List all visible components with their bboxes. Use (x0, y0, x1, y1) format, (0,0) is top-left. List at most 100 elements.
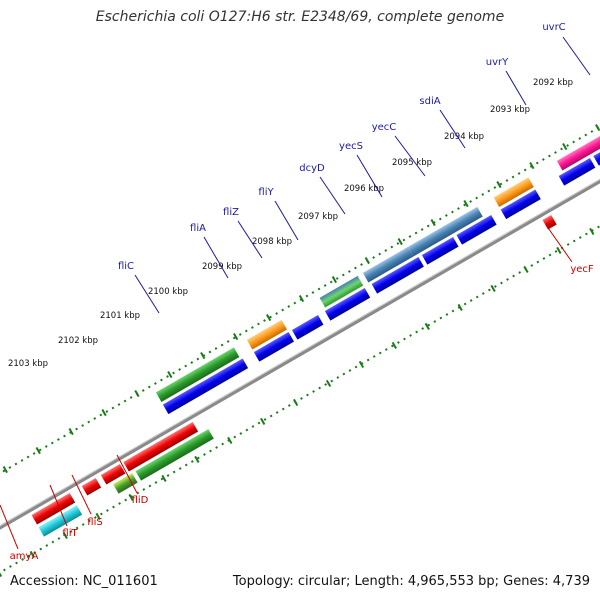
tick-dot (136, 491, 140, 495)
tick-dot (251, 326, 254, 329)
gene-box-amyA-cyan[interactable] (38, 505, 83, 537)
tick-dot (281, 407, 285, 411)
tick-dot (323, 284, 327, 287)
cds-box[interactable] (371, 257, 424, 294)
cds-box[interactable] (558, 158, 596, 186)
major-tick (0, 569, 3, 577)
tick-dot (117, 403, 121, 406)
tick-dot (57, 537, 61, 540)
gene-label-yecC[interactable]: yecC (372, 122, 397, 133)
tick-dot (15, 561, 18, 565)
gene-box-yecF[interactable] (542, 215, 557, 230)
tick-dot (384, 249, 388, 252)
tick-dot (226, 340, 230, 343)
major-tick (589, 227, 595, 235)
cds-box[interactable] (500, 189, 541, 220)
tick-dot (257, 322, 260, 326)
tick-dot (75, 526, 79, 530)
tick-dot (93, 516, 97, 519)
gene-box-yecS[interactable] (407, 206, 483, 257)
tick-dot (409, 334, 412, 337)
tick-dot (372, 256, 375, 259)
tick-dot (597, 225, 600, 229)
tick-dot (166, 474, 170, 477)
leader-line (49, 484, 68, 527)
tick-dot (530, 264, 534, 267)
tick-dot (439, 316, 443, 320)
tick-dot (50, 441, 54, 445)
cds-box[interactable] (421, 237, 459, 265)
tick-label: 2100 kbp (148, 287, 188, 297)
tick-dot (329, 280, 333, 284)
gene-box-amyA[interactable] (31, 493, 76, 525)
gene-label-fliZ[interactable]: fliZ (223, 207, 239, 218)
gene-label-amyA[interactable]: amyA (10, 551, 39, 562)
cds-box[interactable] (162, 358, 249, 415)
tick-dot (81, 523, 85, 526)
major-tick (265, 314, 272, 322)
cds-box[interactable] (291, 315, 324, 340)
outer-tick-ring (2, 124, 600, 474)
tick-dot (475, 196, 479, 200)
tick-dot (32, 452, 36, 455)
gene-label-fliC[interactable]: fliC (118, 261, 134, 272)
gene-box-fliY[interactable] (319, 275, 364, 308)
gene-label-uvrC[interactable]: uvrC (542, 22, 565, 33)
gene-label-fliS[interactable]: fliS (87, 517, 102, 528)
leader-line (439, 109, 466, 149)
cds-box[interactable] (253, 332, 294, 362)
gene-label-uvrY[interactable]: uvrY (486, 57, 509, 68)
leader-line (545, 224, 573, 263)
major-tick (200, 352, 206, 360)
tick-dot (451, 210, 454, 214)
tick-label: 2098 kbp (252, 237, 292, 247)
gene-box-fliC[interactable] (155, 347, 240, 402)
tick-dot (469, 200, 472, 203)
gene-box-fliT[interactable] (81, 478, 102, 496)
cds-box[interactable] (324, 288, 371, 321)
leader-line (274, 200, 299, 241)
gene-label-dcyD[interactable]: dcyD (299, 163, 325, 174)
tick-dot (269, 315, 272, 319)
tick-dot (548, 154, 551, 158)
gene-box-fliA[interactable] (246, 319, 287, 350)
gene-label-fliA[interactable]: fliA (190, 223, 206, 234)
major-tick (397, 238, 403, 246)
gene-box-sdiA[interactable] (493, 177, 534, 207)
gene-box-fliD[interactable] (123, 422, 199, 472)
tick-dot (99, 413, 103, 417)
gene-box-fliS[interactable] (100, 464, 126, 485)
tick-dot (214, 347, 218, 350)
tick-dot (541, 158, 545, 161)
gene-label-yecF[interactable]: yecF (570, 264, 594, 275)
gene-box-dcyD[interactable] (362, 246, 414, 283)
tick-dot (220, 343, 224, 347)
gene-label-yecS[interactable]: yecS (339, 141, 363, 152)
major-tick (95, 512, 101, 520)
tick-dot (275, 312, 278, 315)
tick-dot (129, 396, 133, 399)
tick-dot (154, 382, 157, 385)
tick-dot (287, 305, 291, 308)
gene-label-sdiA[interactable]: sdiA (419, 96, 440, 107)
leader-line (394, 135, 426, 177)
tick-dot (141, 389, 145, 392)
tick-dot (197, 456, 200, 460)
major-tick (68, 428, 74, 436)
tick-dot (324, 383, 328, 386)
gene-label-fliD[interactable]: fliD (132, 495, 149, 506)
cds-box[interactable] (456, 215, 497, 245)
leader-line (505, 70, 527, 106)
tick-dot (190, 460, 194, 463)
gene-box-fliD-green[interactable] (135, 429, 214, 481)
gene-box-fliS-lime[interactable] (113, 473, 138, 494)
gene-label-fliY[interactable]: fliY (258, 187, 274, 198)
major-tick (134, 390, 140, 398)
tick-dot (3, 568, 6, 572)
tick-dot (433, 320, 437, 323)
tick-dot (481, 193, 485, 196)
tick-dot (44, 445, 48, 448)
tick-label: 2096 kbp (344, 184, 384, 194)
gene-label-fliT[interactable]: fliT (62, 528, 78, 539)
